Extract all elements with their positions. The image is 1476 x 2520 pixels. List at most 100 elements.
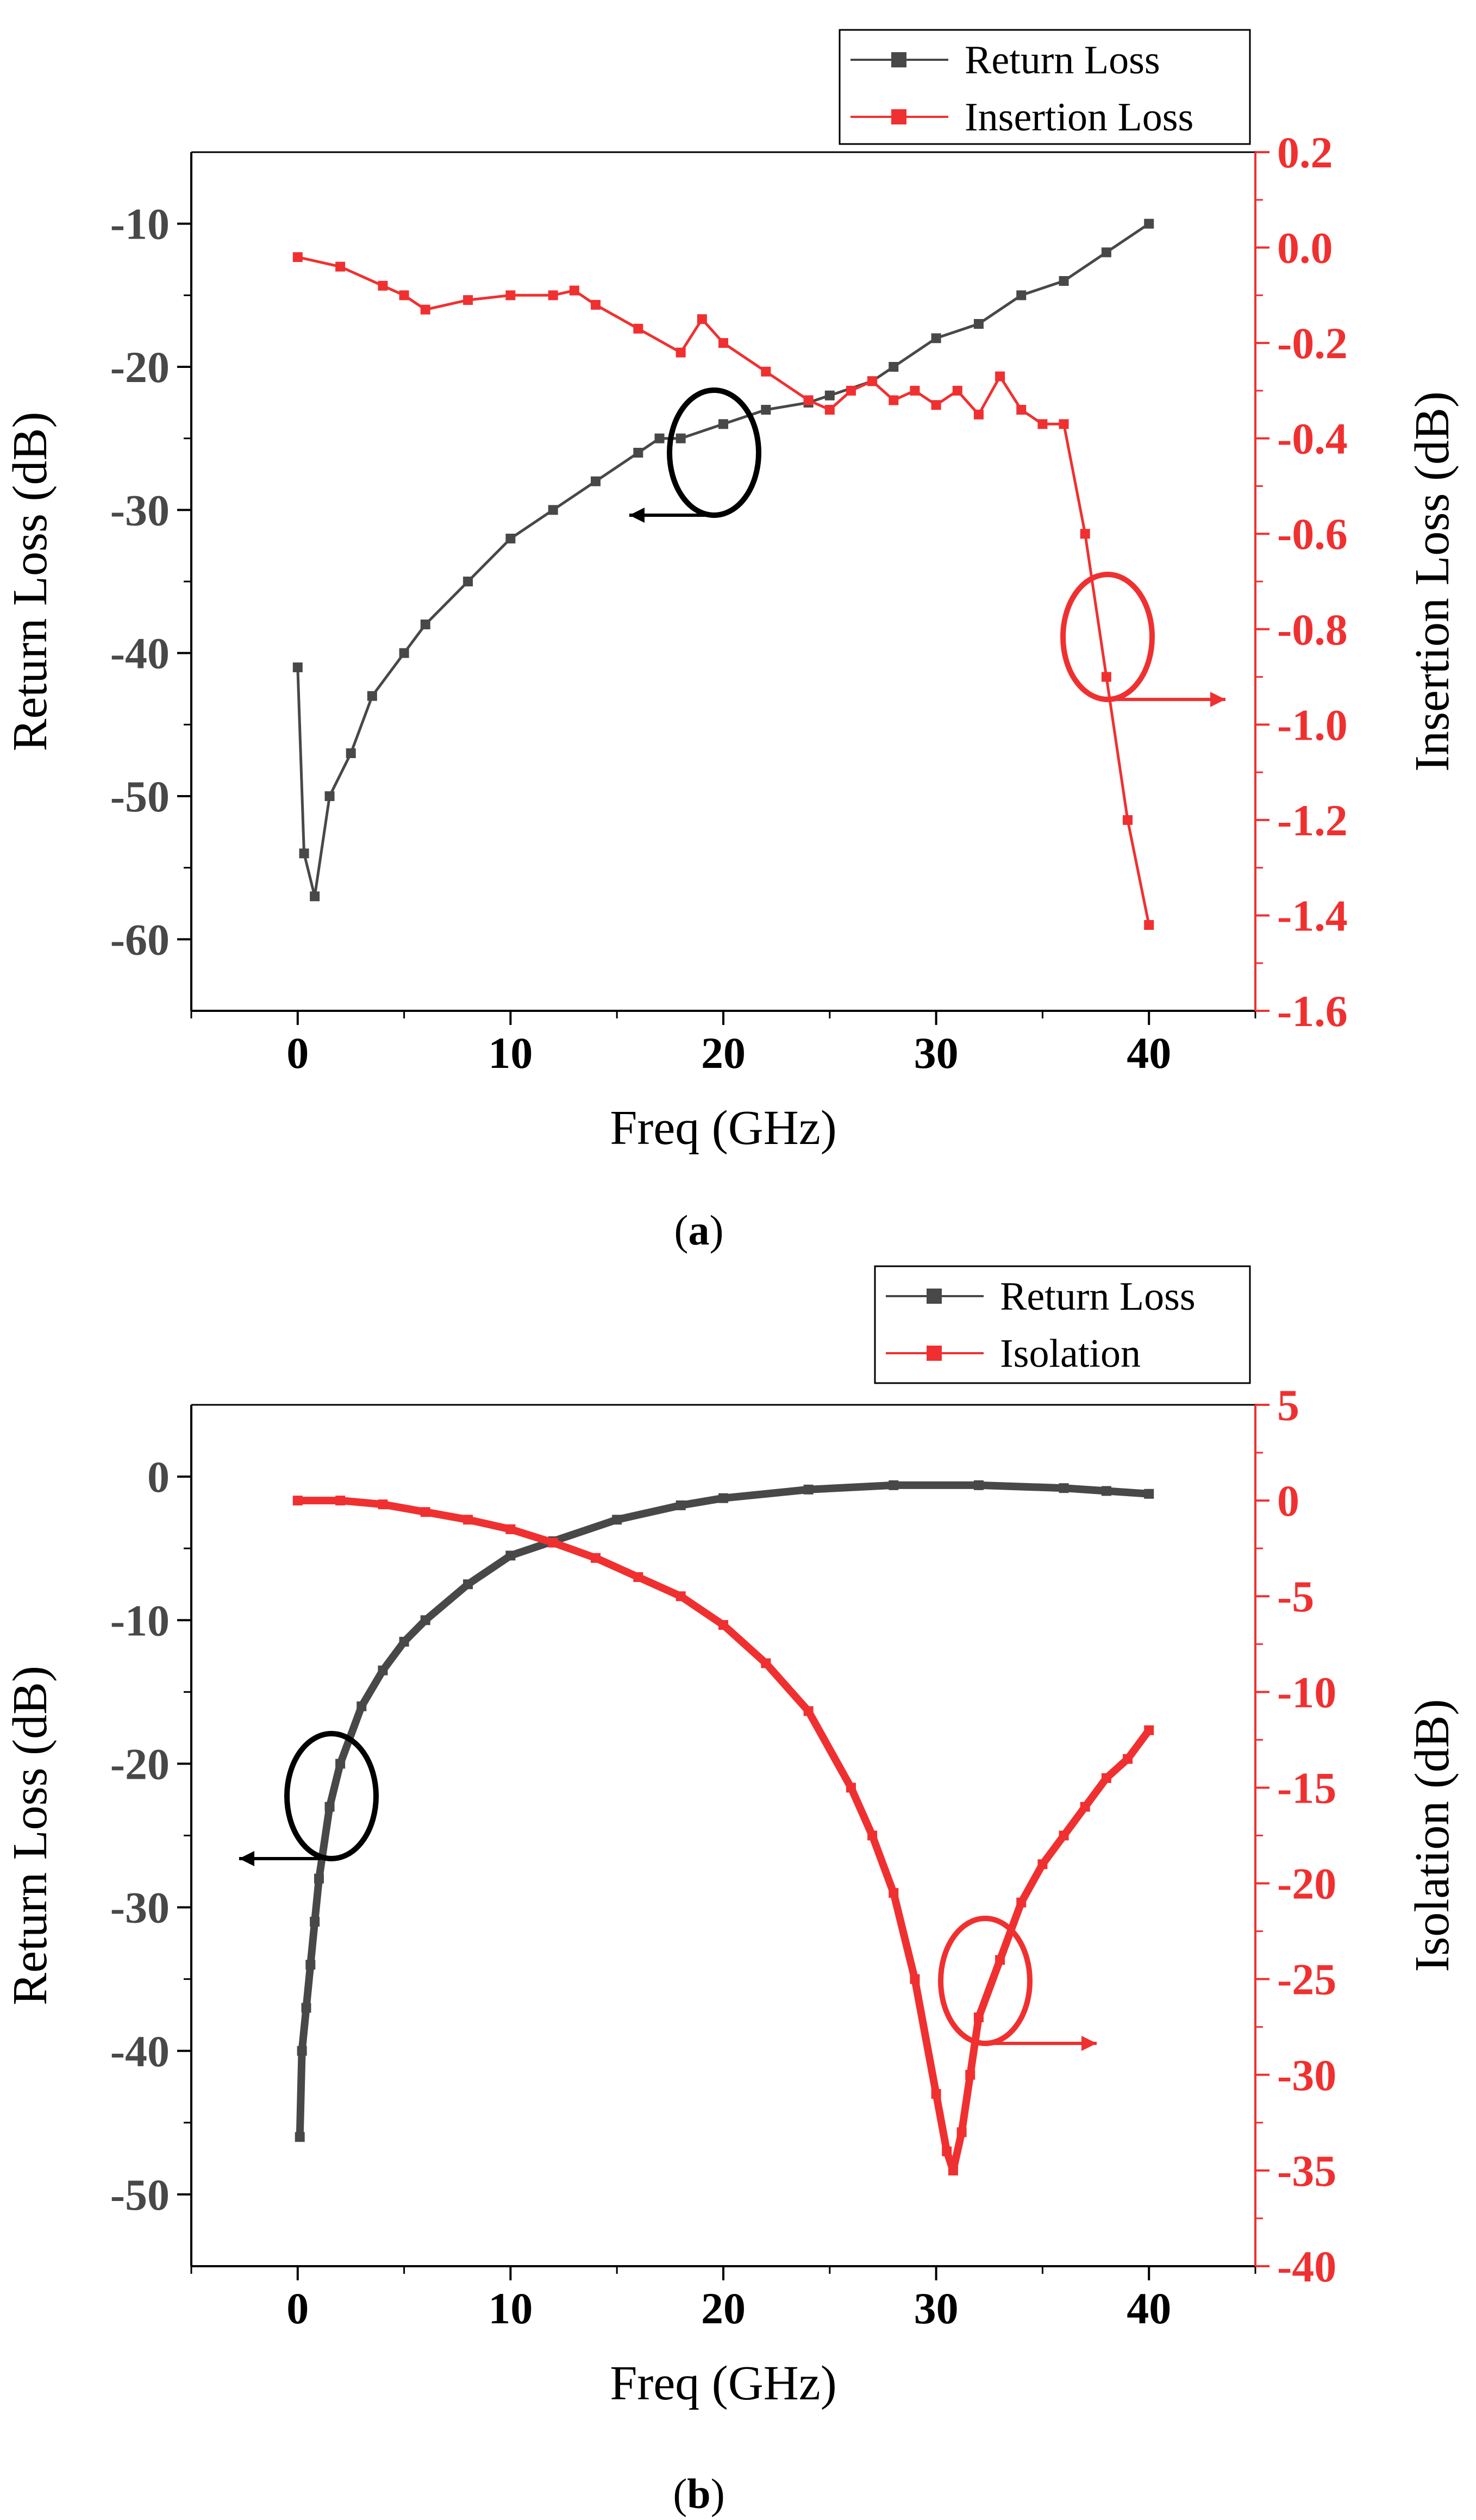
y-left-tick-label: -40 — [110, 629, 170, 678]
data-point — [1059, 276, 1069, 286]
data-point — [761, 405, 771, 415]
data-point — [548, 505, 558, 515]
data-point — [718, 1620, 728, 1630]
data-point — [931, 400, 941, 410]
data-point — [378, 1665, 388, 1675]
data-point — [378, 1499, 388, 1510]
y-right-tick-label: -20 — [1277, 1859, 1336, 1909]
x-tick-label: 10 — [488, 2284, 533, 2333]
data-point — [1016, 405, 1027, 415]
data-point — [505, 1524, 516, 1534]
data-point — [676, 347, 686, 358]
series-line-return-loss — [296, 1481, 1149, 2137]
y-right-tick-label: -1.4 — [1277, 891, 1348, 940]
annotation-ellipse — [938, 1916, 1033, 2046]
data-point — [305, 1960, 316, 1970]
y-right-tick-label: -1.6 — [1277, 986, 1348, 1036]
data-point — [973, 319, 984, 329]
data-point — [889, 395, 899, 405]
annotation-arrow-head — [629, 508, 645, 523]
y-right-tick-label: 0 — [1277, 1476, 1299, 1525]
data-point — [297, 2046, 307, 2056]
y-left-tick-label: -20 — [110, 1739, 170, 1789]
data-point — [948, 2165, 958, 2175]
legend-label: Return Loss — [965, 38, 1160, 83]
data-point — [292, 1496, 303, 1506]
data-point — [803, 1484, 814, 1495]
y-left-tick-label: -50 — [110, 772, 170, 821]
y-right-tick-label: -0.2 — [1277, 318, 1348, 368]
data-point — [346, 748, 356, 758]
data-point — [965, 2069, 975, 2080]
data-point — [310, 1917, 320, 1927]
data-point — [1144, 218, 1154, 229]
data-point — [633, 448, 643, 458]
annotation-ellipse — [284, 1731, 379, 1861]
data-point — [591, 299, 601, 310]
data-point — [676, 1500, 686, 1510]
y-right-tick-label: -25 — [1277, 1955, 1336, 2004]
data-point — [718, 1493, 728, 1503]
y-left-tick-label: -30 — [110, 1883, 170, 1933]
legend-swatch-marker — [891, 52, 906, 67]
data-point — [633, 323, 643, 334]
data-point — [463, 1515, 473, 1525]
data-point — [505, 290, 516, 301]
legend-swatch-marker — [891, 109, 906, 124]
annotation-arrow-head — [1210, 692, 1225, 707]
data-point — [846, 1783, 856, 1793]
y-right-axis-title: Insertion Loss (dB) — [1405, 391, 1459, 772]
data-point — [824, 405, 835, 415]
data-point — [761, 1658, 771, 1668]
x-tick-label: 30 — [914, 2284, 959, 2333]
series-line-isolation — [297, 1497, 1152, 2174]
legend-box — [839, 29, 1251, 145]
data-point — [420, 620, 430, 629]
data-point — [910, 1974, 920, 1984]
data-point — [973, 1480, 984, 1490]
data-point — [676, 1591, 686, 1602]
y-left-tick-label: -60 — [110, 915, 170, 964]
data-point — [310, 891, 320, 902]
data-point — [973, 409, 984, 420]
y-left-tick-label: -30 — [110, 485, 170, 535]
data-point — [1123, 815, 1133, 825]
data-point — [463, 577, 473, 586]
data-point — [889, 1480, 899, 1490]
x-tick-label: 20 — [701, 2284, 746, 2333]
data-point — [718, 338, 728, 348]
annotation-arrow-head — [1081, 2036, 1097, 2051]
data-point — [324, 1802, 335, 1812]
data-point — [1080, 1802, 1090, 1812]
data-point — [824, 390, 835, 401]
y-right-tick-label: -0.4 — [1277, 414, 1348, 464]
data-point — [324, 791, 335, 801]
data-point — [956, 2127, 967, 2137]
y-left-tick-label: -10 — [110, 199, 170, 249]
panel-caption: (b) — [673, 2470, 724, 2517]
data-point — [301, 2003, 311, 2013]
data-point — [420, 304, 430, 315]
y-right-tick-label: -35 — [1277, 2146, 1336, 2196]
data-point — [867, 376, 878, 386]
data-point — [633, 1572, 643, 1582]
y-right-tick-label: 0.2 — [1277, 128, 1333, 177]
legend-label: Insertion Loss — [965, 95, 1193, 140]
y-right-tick-label: -0.8 — [1277, 605, 1348, 654]
legend-swatch-marker — [927, 1289, 942, 1304]
y-left-axis-title: Return Loss (dB) — [3, 412, 57, 752]
data-point — [1101, 1486, 1111, 1496]
series-line-return-loss — [296, 222, 1150, 898]
y-left-tick-label: -20 — [110, 342, 170, 392]
data-point — [295, 2132, 305, 2142]
data-point — [995, 1955, 1005, 1965]
data-point — [718, 419, 728, 429]
chart-panel-a: 0 10 20 30 40 -10 -20 -30 -40 -50 -60 0.2 0.0 -0.2 -0.… — [3, 29, 1459, 1254]
data-point — [1123, 1754, 1133, 1764]
legend-box — [874, 1265, 1251, 1384]
x-axis-title: Freq (GHz) — [610, 2356, 836, 2410]
x-tick-label: 40 — [1127, 2284, 1171, 2333]
y-right-tick-label: -40 — [1277, 2242, 1336, 2291]
data-point — [357, 1701, 367, 1711]
